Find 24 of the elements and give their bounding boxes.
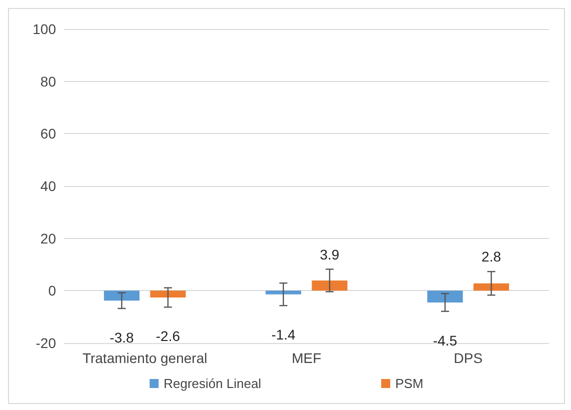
y-tick-label: 100 [32, 21, 56, 37]
y-tick-label: 80 [40, 73, 56, 90]
data-label: -2.6 [156, 328, 180, 344]
x-tick-label: MEF [292, 350, 322, 366]
y-tick-label: -20 [36, 335, 56, 351]
y-tick-label: 40 [40, 178, 56, 194]
bar [427, 290, 463, 302]
y-tick-label: 0 [48, 282, 56, 299]
x-tick-label: DPS [454, 350, 483, 366]
y-tick-label: 20 [40, 230, 56, 246]
data-label: 2.8 [482, 248, 502, 265]
legend-label: PSM [395, 376, 424, 391]
data-label: 3.9 [320, 246, 340, 262]
legend-label: Regresión Lineal [164, 376, 262, 391]
x-tick-label: Tratamiento general [82, 350, 208, 366]
data-label: -4.5 [432, 332, 458, 348]
bar [150, 290, 186, 298]
data-label: -1.4 [271, 326, 296, 343]
bar [474, 283, 510, 291]
bar [266, 290, 302, 294]
y-tick-label: 60 [40, 126, 56, 142]
data-label: -3.8 [110, 329, 134, 346]
bar [312, 280, 348, 291]
bar [104, 290, 140, 301]
